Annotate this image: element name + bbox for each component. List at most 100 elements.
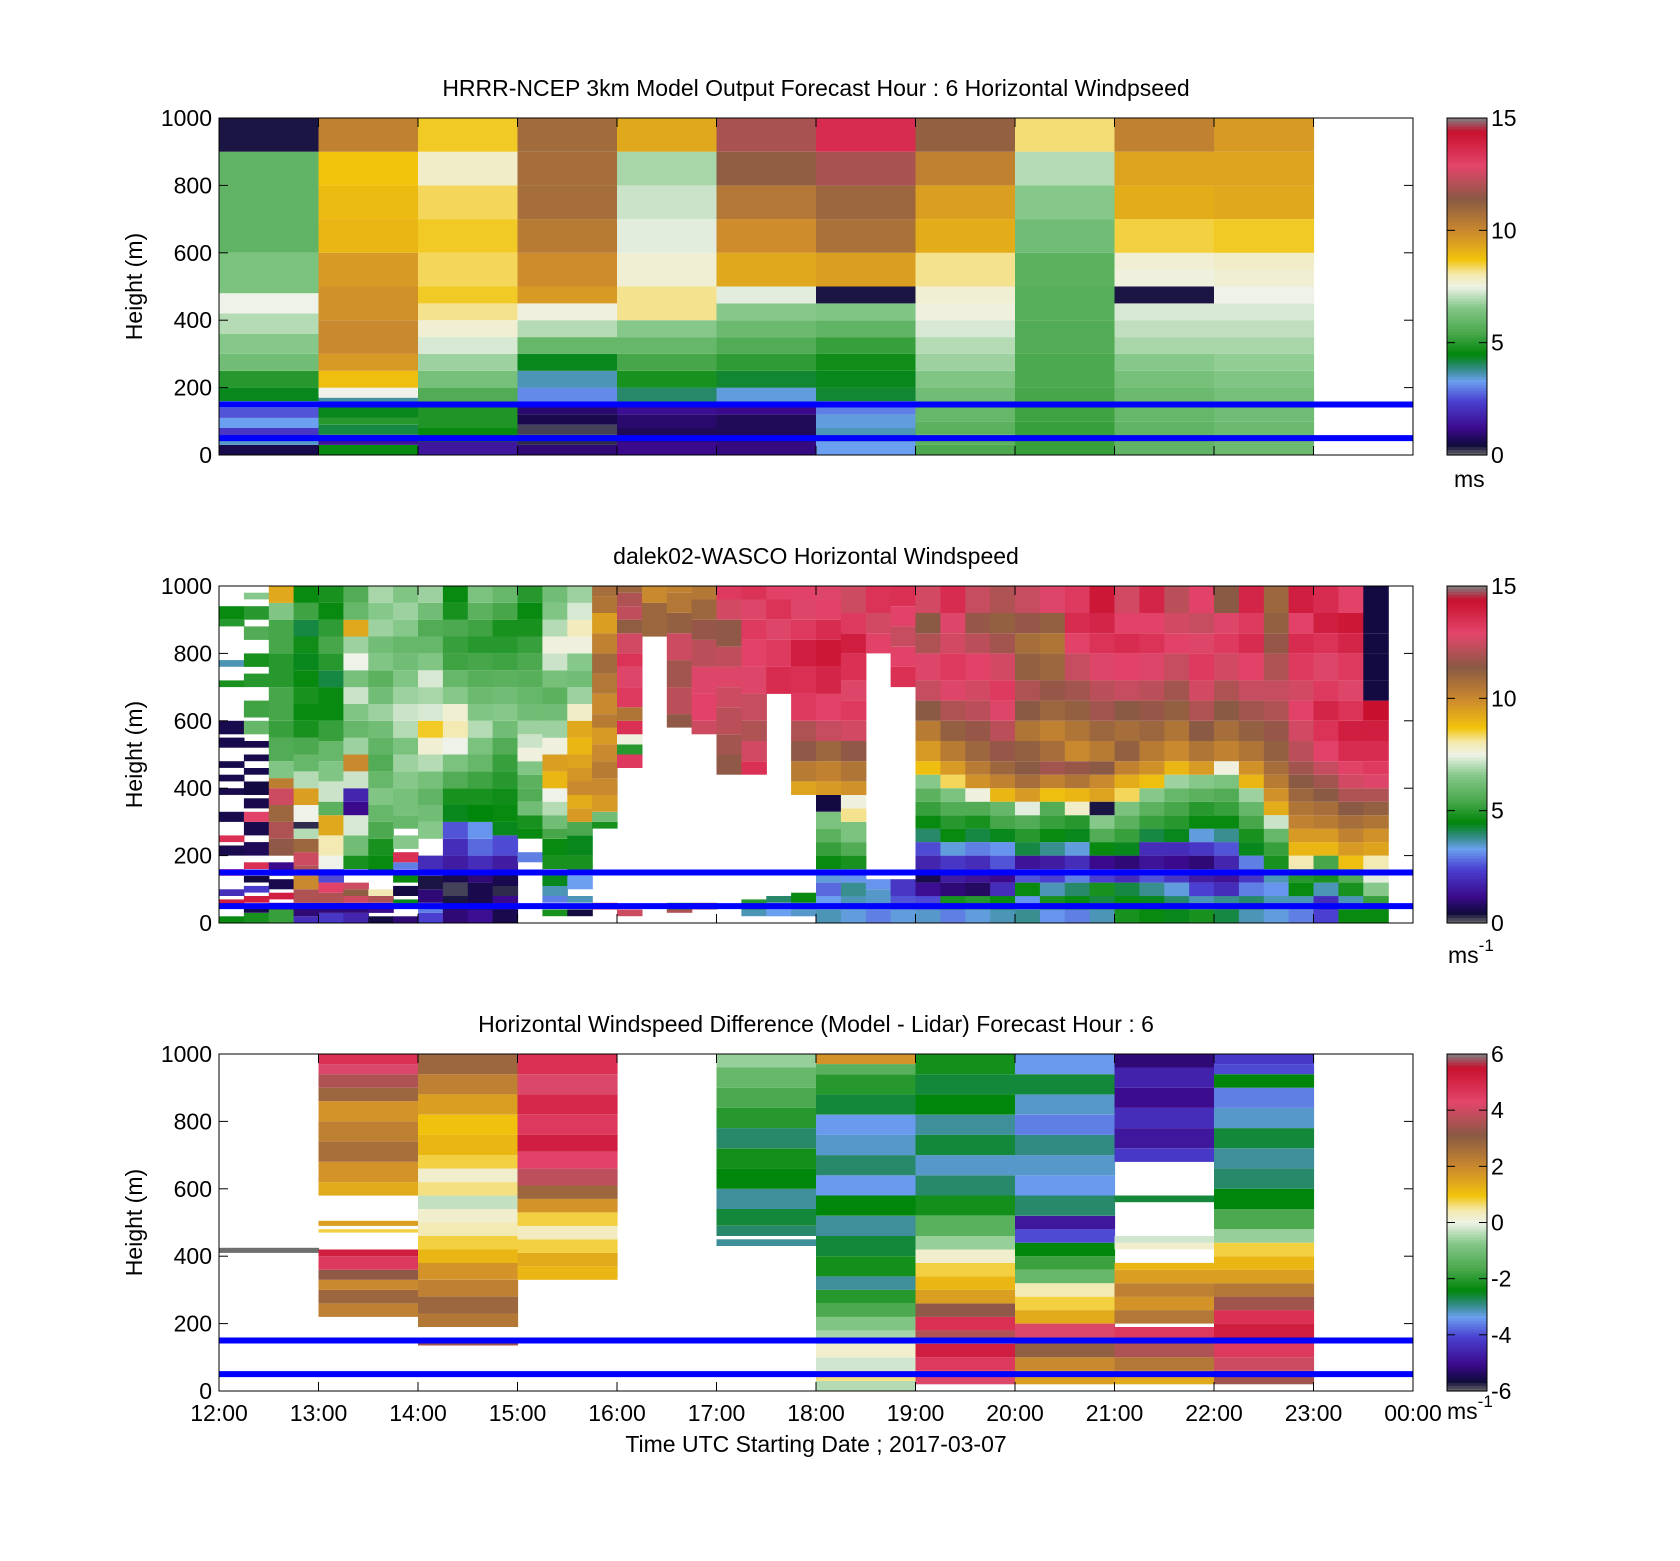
heatmap-cell (1214, 720, 1240, 741)
heatmap-cell (393, 687, 419, 704)
heatmap-cell (915, 320, 1016, 338)
heatmap-cell (318, 892, 344, 903)
colorbar-segment (1447, 720, 1487, 725)
heatmap-cell (293, 653, 320, 671)
heatmap-cell (492, 737, 519, 755)
heatmap-cell (1015, 1283, 1116, 1297)
colorbar-segment (1447, 1374, 1487, 1378)
heatmap-cell (467, 619, 494, 637)
heatmap-cell (1288, 761, 1315, 775)
colorbar-segment (1447, 1180, 1487, 1184)
heatmap-cell (219, 788, 245, 795)
heatmap-cell (318, 397, 419, 405)
heatmap-cell (1139, 613, 1165, 634)
colorbar-segment (1447, 1084, 1487, 1089)
colorbar-segment (1447, 852, 1487, 857)
heatmap-cell (1214, 828, 1240, 843)
heatmap-cell (1114, 118, 1215, 152)
colorbar-segment (1447, 370, 1487, 375)
colorbar-segment (1447, 255, 1487, 260)
heatmap-cell (219, 428, 320, 437)
heatmap-cell (418, 1114, 519, 1135)
heatmap-cell (716, 1209, 817, 1226)
heatmap-cell (1015, 438, 1116, 455)
colorbar-segment (1447, 1270, 1487, 1274)
heatmap-cell (816, 286, 917, 304)
heatmap-cell (492, 821, 519, 836)
heatmap-cell (791, 639, 817, 667)
colorbar-segment (1447, 897, 1487, 902)
heatmap-cell (1288, 882, 1315, 897)
colorbar-unit-exponent: -1 (1479, 936, 1494, 955)
heatmap-cell (567, 821, 593, 836)
heatmap-cell (1039, 842, 1066, 856)
heatmap-cell (418, 1094, 519, 1115)
heatmap-cell (1338, 761, 1364, 775)
y-tick-label: 400 (174, 1243, 212, 1269)
heatmap-cell (1238, 700, 1265, 721)
heatmap-cell (442, 720, 469, 738)
heatmap-cell (840, 794, 867, 809)
heatmap-cell (1263, 633, 1290, 654)
heatmap-cell (567, 653, 593, 671)
heatmap-cell (840, 882, 867, 897)
heatmap-cell (492, 653, 519, 671)
heatmap-cell (1015, 1054, 1116, 1075)
heatmap-cell (940, 909, 966, 923)
heatmap-cell (1214, 151, 1315, 186)
heatmap-cell (592, 794, 618, 812)
y-tick-label: 1000 (161, 573, 212, 599)
heatmap-cell (318, 801, 344, 816)
heatmap-cell (716, 1067, 817, 1088)
heatmap-cell (840, 586, 867, 613)
heatmap-cell (915, 815, 941, 829)
heatmap-cell (492, 704, 519, 721)
heatmap-cell (442, 737, 469, 755)
heatmap-cell (915, 633, 941, 654)
heatmap-cell (915, 741, 941, 762)
heatmap-cell (990, 801, 1016, 816)
heatmap-cell (965, 855, 991, 870)
colorbar-segment (1447, 331, 1487, 335)
heatmap-cell (293, 771, 320, 789)
heatmap-cell (1039, 801, 1066, 816)
heatmap-cell (1089, 741, 1116, 762)
colorbar-segment (1447, 802, 1487, 806)
heatmap-cell (368, 720, 394, 738)
heatmap-cell (567, 737, 593, 755)
heatmap-cell (293, 687, 320, 704)
colorbar-segment (1447, 799, 1487, 803)
heatmap-cell (1338, 842, 1364, 856)
heatmap-cell (1189, 788, 1215, 802)
heatmap-cell (368, 687, 394, 704)
heatmap-cell (243, 592, 270, 600)
colorbar-segment (1447, 317, 1487, 321)
y-tick-label: 800 (174, 640, 212, 666)
heatmap-cell (1338, 700, 1364, 721)
heatmap-cell (318, 781, 344, 802)
colorbar-segment (1447, 297, 1487, 302)
heatmap-cell (343, 835, 369, 856)
heatmap-cell (318, 286, 419, 321)
heatmap-cell (343, 801, 369, 816)
heatmap-cell (418, 1279, 519, 1297)
heatmap-cell (293, 916, 320, 923)
heatmap-cell (442, 754, 469, 772)
colorbar-segment (1447, 176, 1487, 181)
colorbar-segment (1447, 432, 1487, 436)
heatmap-cell (1015, 421, 1116, 439)
heatmap-cell (1214, 337, 1315, 354)
heatmap-cell (1114, 370, 1215, 388)
heatmap-cell (965, 774, 991, 789)
heatmap-cell (1313, 700, 1339, 721)
colorbar-segment (1447, 1124, 1487, 1128)
heatmap-cell (418, 653, 444, 671)
heatmap-cell (1189, 801, 1215, 816)
heatmap-cell (268, 602, 295, 620)
heatmap-cell (940, 801, 966, 816)
heatmap-cell (219, 660, 245, 667)
heatmap-cell (1288, 788, 1315, 802)
colorbar-segment (1447, 656, 1487, 660)
heatmap-cell (816, 1064, 917, 1075)
colorbar-segment (1447, 325, 1487, 330)
